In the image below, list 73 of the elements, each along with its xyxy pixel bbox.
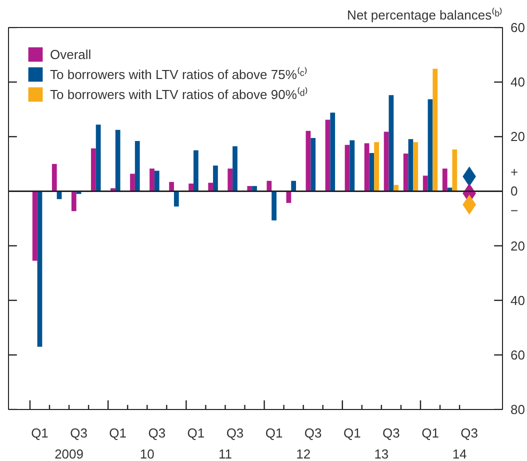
bar [442,168,448,192]
y-tick-label: 20 [510,238,525,254]
legend-label: Overall [50,46,92,62]
text: 13 [374,446,389,461]
x-tick-label: Q1 [31,426,48,440]
x-tick-label: Q3 [70,426,88,440]
text: 14 [452,446,467,461]
x-tick-label: Q1 [109,426,127,440]
bar [325,120,330,192]
x-tick-label: Q1 [187,426,205,440]
y-tick-label: 20 [510,129,525,144]
bar [169,182,174,192]
bar [452,149,458,192]
bar [213,166,218,192]
bar [413,142,418,192]
bar [208,182,214,192]
legend-label: To borrowers with LTV ratios of above 75%⁽ᶜ⁾ [50,66,308,83]
text: − [510,202,518,218]
bar [388,95,394,192]
bar [428,99,433,192]
bar [330,112,336,192]
x-tick-label: Q3 [382,426,400,440]
y-tick-label: 60 [510,347,525,362]
bar [306,130,311,192]
bar [115,130,120,192]
text: 12 [296,446,311,461]
bar [272,191,276,220]
bar [134,141,140,192]
y-tick-label: 40 [510,292,525,308]
bar [96,124,101,192]
x-tick-label: Q1 [343,426,361,440]
bar [194,150,198,192]
bar [154,170,160,192]
bar [350,140,355,192]
bar [374,142,379,192]
x-tick-label: Q3 [460,426,478,440]
x-tick-label: Q1 [265,426,283,440]
y-tick-label: 60 [510,20,525,35]
y-tick-label: 80 [510,402,525,417]
bar [174,191,179,206]
x-tick-label: Q3 [226,426,244,440]
bar [364,143,370,192]
y-tick-label: 40 [510,74,525,90]
y-tick-label: 0 [510,184,518,199]
bar [432,68,438,192]
bar [403,154,408,192]
bar [52,164,57,192]
bar [150,168,154,192]
bar [408,139,414,192]
text: + [510,164,518,180]
bar [369,153,374,192]
bar [310,138,316,192]
bar [228,168,233,192]
text: 11 [218,446,232,461]
text: 2009 [54,446,84,461]
x-tick-label: Q3 [148,426,166,440]
bar [188,184,194,192]
bar [90,148,96,192]
legend-label: To borrowers with LTV ratios of above 90%⁽ᵈ⁾ [50,86,308,103]
bar [130,174,135,192]
bar [422,176,428,192]
bar [32,191,38,261]
bar [37,191,42,347]
bar [291,180,296,192]
bar [384,132,389,192]
bar [266,180,272,192]
x-tick-label: Q1 [422,426,439,440]
bar [71,191,76,212]
text: 10 [140,446,154,461]
bar [232,146,238,192]
x-tick-label: Q3 [304,426,322,440]
bar [344,144,350,192]
y-axis-title: Net percentage balances⁽ᵇ⁾ [347,8,503,22]
